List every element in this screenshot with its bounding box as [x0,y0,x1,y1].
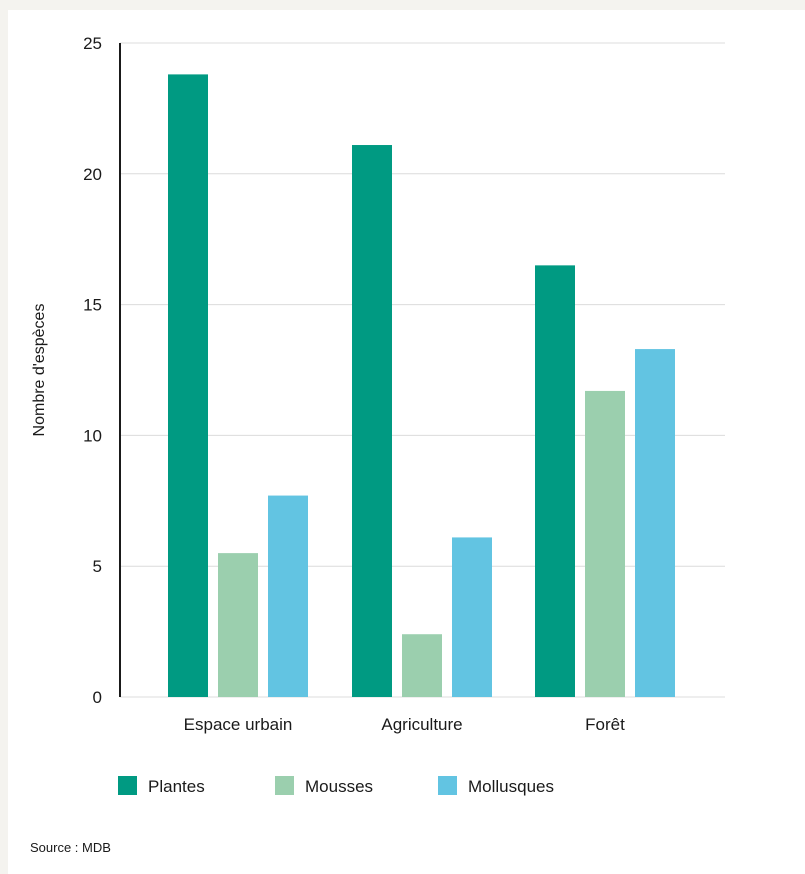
y-tick-label: 10 [83,426,102,445]
bar-mousses-1 [402,634,442,697]
legend-label-plantes: Plantes [148,777,205,796]
bar-plantes-2 [535,265,575,697]
legend-label-mousses: Mousses [305,777,373,796]
bar-mousses-0 [218,553,258,697]
legend-swatch-plantes [118,776,137,795]
bar-plantes-0 [168,74,208,698]
y-axis-label: Nombre d'espèces [31,304,48,437]
y-tick-label: 25 [83,34,102,53]
bars [168,74,675,698]
y-tick-label: 15 [83,296,102,315]
bar-plantes-1 [352,145,392,698]
legend-label-mollusques: Mollusques [468,777,554,796]
legend: Plantes Mousses Mollusques [118,776,554,796]
x-tick-label: Espace urbain [184,715,293,734]
bar-mollusques-0 [268,495,308,697]
bar-mollusques-2 [635,349,675,697]
x-tick-labels: Espace urbain Agriculture Forêt [184,715,625,734]
legend-swatch-mousses [275,776,294,795]
x-tick-label: Forêt [585,715,625,734]
gridlines [120,42,725,698]
legend-swatch-mollusques [438,776,457,795]
y-tick-label: 20 [83,165,102,184]
source-note: Source : MDB [30,840,111,855]
bar-mousses-2 [585,390,625,697]
y-tick-label: 0 [93,688,102,707]
bar-mollusques-1 [452,537,492,697]
x-tick-label: Agriculture [381,715,462,734]
y-tick-label: 5 [93,557,102,576]
y-tick-labels: 0 5 10 15 20 25 [83,34,102,707]
